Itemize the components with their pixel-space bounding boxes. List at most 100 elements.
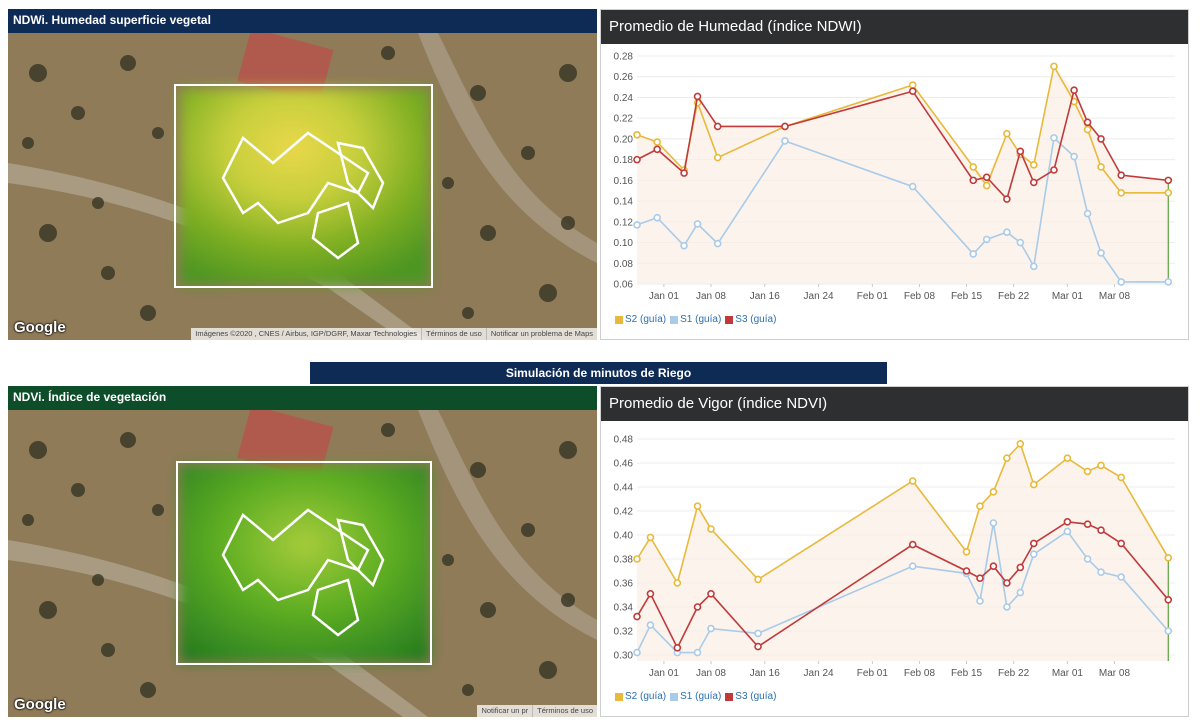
data-point[interactable] <box>1097 461 1105 470</box>
legend-item-s1[interactable]: S1 (guía) <box>670 691 721 702</box>
data-point[interactable] <box>693 502 702 510</box>
data-point[interactable] <box>1164 278 1173 286</box>
data-point[interactable] <box>1003 454 1011 463</box>
data-point[interactable] <box>1050 166 1058 174</box>
data-point[interactable] <box>1070 86 1078 95</box>
data-point[interactable] <box>989 562 998 570</box>
data-point[interactable] <box>781 122 789 131</box>
data-point[interactable] <box>1016 563 1025 572</box>
legend-item-s3[interactable]: S3 (guía) <box>725 691 776 702</box>
data-point[interactable] <box>1164 554 1173 562</box>
data-point[interactable] <box>713 153 722 162</box>
data-point[interactable] <box>653 138 661 146</box>
data-point[interactable] <box>982 173 991 182</box>
data-point[interactable] <box>1029 178 1038 187</box>
data-point[interactable] <box>653 213 661 222</box>
data-point[interactable] <box>1117 171 1126 179</box>
report-problem-link[interactable]: Notificar un problema de Maps <box>485 328 597 340</box>
data-point[interactable] <box>962 548 971 556</box>
data-point[interactable] <box>1050 62 1058 71</box>
data-point[interactable] <box>707 525 715 533</box>
data-point[interactable] <box>781 137 789 145</box>
legend-item-s2[interactable]: S2 (guía) <box>615 691 666 702</box>
data-point[interactable] <box>754 575 762 584</box>
data-point[interactable] <box>1003 129 1011 138</box>
data-point[interactable] <box>633 221 641 229</box>
data-point[interactable] <box>1097 249 1105 257</box>
ndvi-map[interactable]: Google Notificar un pr Términos de uso <box>8 410 597 717</box>
data-point[interactable] <box>1083 125 1092 134</box>
data-point[interactable] <box>1063 518 1072 526</box>
data-point[interactable] <box>1029 480 1038 489</box>
data-point[interactable] <box>908 87 917 96</box>
data-point[interactable] <box>1097 163 1105 171</box>
data-point[interactable] <box>1083 467 1092 476</box>
data-point[interactable] <box>693 220 702 228</box>
data-point[interactable] <box>1003 195 1011 203</box>
data-point[interactable] <box>1117 189 1126 197</box>
data-point[interactable] <box>1117 278 1126 286</box>
data-point[interactable] <box>693 648 702 657</box>
data-point[interactable] <box>1117 473 1126 482</box>
data-point[interactable] <box>646 590 655 598</box>
data-point[interactable] <box>989 488 998 496</box>
data-point[interactable] <box>1003 603 1011 611</box>
data-point[interactable] <box>1063 527 1072 536</box>
data-point[interactable] <box>754 642 762 651</box>
data-point[interactable] <box>989 519 998 527</box>
data-point[interactable] <box>1003 228 1011 236</box>
data-point[interactable] <box>1117 573 1126 581</box>
data-point[interactable] <box>633 155 641 164</box>
data-point[interactable] <box>1097 526 1105 534</box>
data-point[interactable] <box>1029 539 1038 548</box>
data-point[interactable] <box>1164 596 1173 604</box>
data-point[interactable] <box>976 597 984 605</box>
terms-link[interactable]: Términos de uso <box>421 328 486 340</box>
data-point[interactable] <box>1164 176 1173 185</box>
data-point[interactable] <box>982 181 991 190</box>
data-point[interactable] <box>707 590 715 598</box>
data-point[interactable] <box>633 648 641 657</box>
data-point[interactable] <box>908 81 917 89</box>
data-point[interactable] <box>680 169 688 177</box>
data-point[interactable] <box>633 555 641 563</box>
report-problem-link[interactable]: Notificar un pr <box>481 706 529 715</box>
data-point[interactable] <box>1083 555 1092 563</box>
data-point[interactable] <box>1070 152 1078 161</box>
legend-item-s2[interactable]: S2 (guía) <box>615 314 666 325</box>
data-point[interactable] <box>908 477 917 485</box>
data-point[interactable] <box>693 603 702 611</box>
data-point[interactable] <box>673 644 682 652</box>
data-point[interactable] <box>1083 209 1092 218</box>
data-point[interactable] <box>693 92 702 101</box>
data-point[interactable] <box>976 574 984 582</box>
data-point[interactable] <box>707 624 715 633</box>
data-point[interactable] <box>633 130 641 139</box>
data-point[interactable] <box>1050 134 1058 142</box>
data-point[interactable] <box>633 612 641 621</box>
data-point[interactable] <box>680 241 688 250</box>
data-point[interactable] <box>962 567 971 575</box>
data-point[interactable] <box>1029 550 1038 558</box>
data-point[interactable] <box>1003 579 1011 587</box>
data-point[interactable] <box>1029 262 1038 271</box>
simulation-banner[interactable]: Simulación de minutos de Riego <box>310 362 887 384</box>
data-point[interactable] <box>969 163 978 171</box>
data-point[interactable] <box>1016 439 1025 448</box>
data-point[interactable] <box>646 533 655 542</box>
data-point[interactable] <box>1063 454 1072 463</box>
data-point[interactable] <box>1097 135 1105 143</box>
data-point[interactable] <box>1029 161 1038 169</box>
legend-item-s3[interactable]: S3 (guía) <box>725 314 776 325</box>
data-point[interactable] <box>969 176 978 185</box>
terms-link[interactable]: Términos de uso <box>532 705 597 717</box>
data-point[interactable] <box>653 145 661 154</box>
data-point[interactable] <box>969 250 978 258</box>
data-point[interactable] <box>713 122 722 131</box>
data-point[interactable] <box>1016 588 1025 597</box>
data-point[interactable] <box>1164 189 1173 197</box>
data-point[interactable] <box>1097 568 1105 576</box>
data-point[interactable] <box>754 629 762 638</box>
data-point[interactable] <box>1016 147 1025 156</box>
data-point[interactable] <box>713 239 722 248</box>
